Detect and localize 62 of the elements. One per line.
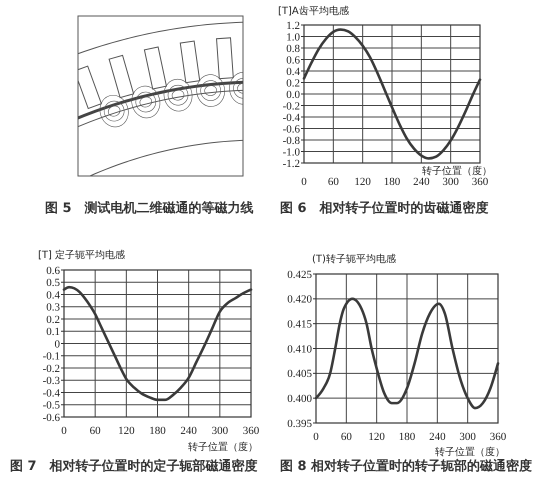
y-tick-label: 0.6 [46, 264, 60, 277]
y-tick-label: 0 [54, 338, 60, 350]
y-tick-label: -0.2 [42, 362, 60, 375]
y-axis-title: (T)转子轭平均电感 [312, 253, 396, 265]
y-axis-title: [T]A齿平均电感 [278, 5, 349, 17]
x-tick-label: 360 [490, 431, 507, 443]
x-tick-label: 60 [340, 431, 352, 443]
y-tick-label: 0.5 [46, 277, 60, 290]
y-tick-label: 0.420 [287, 294, 312, 306]
y-tick-label: -0.6 [282, 123, 300, 136]
y-tick-label: 0.410 [287, 343, 312, 356]
y-tick-label: 0.4 [286, 66, 300, 78]
x-tick-label: 120 [118, 425, 136, 437]
y-tick-label: -0.8 [282, 134, 300, 147]
y-tick-label: 0.425 [287, 268, 312, 281]
x-tick-label: 180 [149, 425, 166, 437]
x-tick-label: 240 [413, 176, 430, 188]
y-tick-label: 0.1 [46, 326, 60, 338]
y-tick-label: 0.3 [46, 302, 60, 314]
x-tick-label: 180 [398, 431, 416, 443]
x-tick-label: 240 [429, 431, 446, 443]
y-tick-label: -0.4 [282, 112, 300, 124]
x-tick-label: 240 [180, 425, 198, 437]
x-tick-label: 120 [354, 176, 372, 188]
y-tick-label: 0.6 [286, 54, 300, 66]
caption: 图 7 相对转子位置时的定子轭部磁通密度 [10, 458, 258, 474]
x-tick-label: 60 [328, 176, 340, 188]
x-axis-title: 转子位置（度） [435, 446, 505, 458]
y-tick-label: 0.415 [287, 318, 312, 331]
y-tick-label: -1.2 [282, 158, 300, 170]
y-tick-label: -0.5 [42, 400, 60, 412]
x-tick-label: 300 [442, 176, 460, 188]
y-tick-label: -0.6 [42, 412, 60, 424]
y-tick-label: 1.0 [286, 31, 300, 44]
y-tick-label: -0.2 [282, 100, 300, 112]
y-tick-label: -1.0 [282, 146, 300, 158]
y-tick-label: 0.2 [46, 314, 60, 326]
x-axis-title: 转子位置（度） [422, 165, 492, 177]
caption: 图 6 相对转子位置时的齿磁通密度 [280, 200, 489, 216]
y-tick-label: 0.8 [286, 42, 300, 55]
x-tick-label: 180 [384, 176, 401, 188]
x-tick-label: 120 [368, 431, 386, 443]
y-axis-title: [T] 定子轭平均电感 [38, 249, 126, 261]
x-axis-title: 转子位置（度） [188, 441, 258, 453]
y-tick-label: -0.1 [42, 350, 60, 363]
x-tick-label: 60 [90, 425, 102, 437]
y-tick-label: 0.395 [287, 418, 312, 430]
caption: 图 5 测试电机二维磁通的等磁力线 [45, 200, 254, 216]
x-tick-label: 300 [459, 431, 476, 443]
x-tick-label: 360 [242, 425, 260, 437]
y-tick-label: 0.2 [286, 77, 300, 90]
line-series [302, 28, 482, 160]
y-tick-label: 0.0 [286, 88, 300, 101]
y-tick-label: 1.2 [286, 20, 300, 32]
y-tick-label: 0.405 [287, 368, 312, 380]
x-tick-label: 300 [212, 425, 229, 437]
y-tick-label: -0.4 [42, 387, 60, 400]
caption: 图 8 相对转子位置时的转子轭部的磁通密度 [280, 458, 532, 474]
y-tick-label: 0.400 [287, 393, 312, 406]
y-tick-label: 0.4 [46, 289, 60, 302]
x-tick-label: 360 [472, 176, 489, 188]
y-tick-label: -0.3 [42, 375, 60, 388]
